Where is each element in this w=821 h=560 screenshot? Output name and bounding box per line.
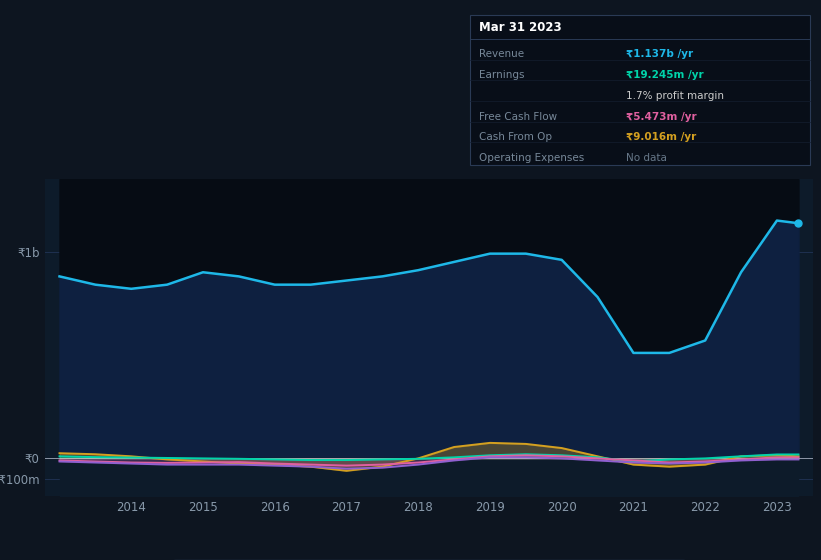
Text: Free Cash Flow: Free Cash Flow xyxy=(479,111,557,122)
Text: ₹9.016m /yr: ₹9.016m /yr xyxy=(626,132,696,142)
Text: Earnings: Earnings xyxy=(479,70,525,80)
Text: ₹5.473m /yr: ₹5.473m /yr xyxy=(626,111,696,122)
Text: Cash From Op: Cash From Op xyxy=(479,132,553,142)
Text: Operating Expenses: Operating Expenses xyxy=(479,153,585,163)
Text: 1.7% profit margin: 1.7% profit margin xyxy=(626,91,723,101)
Text: No data: No data xyxy=(626,153,667,163)
Text: Mar 31 2023: Mar 31 2023 xyxy=(479,21,562,34)
Text: Revenue: Revenue xyxy=(479,49,525,59)
Text: ₹19.245m /yr: ₹19.245m /yr xyxy=(626,70,704,80)
Text: ₹1.137b /yr: ₹1.137b /yr xyxy=(626,49,693,59)
